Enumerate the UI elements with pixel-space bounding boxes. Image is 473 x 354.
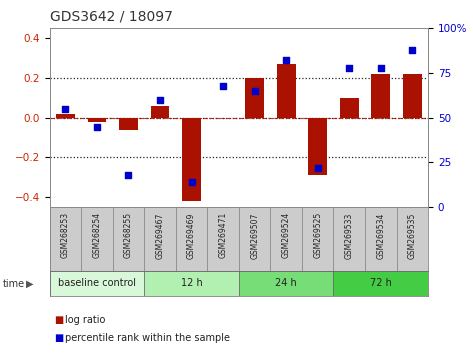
Bar <box>340 98 359 118</box>
Point <box>314 165 322 171</box>
Text: log ratio: log ratio <box>65 315 105 325</box>
Bar <box>182 118 201 201</box>
Text: time: time <box>2 279 25 289</box>
Bar <box>88 118 106 122</box>
Point <box>93 124 101 130</box>
Bar <box>56 114 75 118</box>
Text: GSM269533: GSM269533 <box>345 212 354 258</box>
Bar <box>50 271 144 296</box>
Text: ▶: ▶ <box>26 279 34 289</box>
Point <box>251 88 258 94</box>
Bar <box>371 74 390 118</box>
Point <box>409 47 416 53</box>
Text: 72 h: 72 h <box>370 278 392 288</box>
Text: GDS3642 / 18097: GDS3642 / 18097 <box>50 9 173 23</box>
Text: percentile rank within the sample: percentile rank within the sample <box>65 333 230 343</box>
Bar <box>150 106 169 118</box>
Point <box>377 65 385 70</box>
Text: GSM269471: GSM269471 <box>219 212 228 258</box>
Text: GSM269535: GSM269535 <box>408 212 417 258</box>
Text: ■: ■ <box>54 333 64 343</box>
Bar <box>144 271 239 296</box>
Point <box>219 83 227 88</box>
Bar <box>119 118 138 130</box>
Bar <box>239 271 333 296</box>
Text: ■: ■ <box>54 315 64 325</box>
Text: 12 h: 12 h <box>181 278 202 288</box>
Bar <box>333 271 428 296</box>
Text: GSM268254: GSM268254 <box>92 212 102 258</box>
Text: 24 h: 24 h <box>275 278 297 288</box>
Text: GSM268253: GSM268253 <box>61 212 70 258</box>
Text: baseline control: baseline control <box>58 278 136 288</box>
Point <box>345 65 353 70</box>
Point <box>156 97 164 103</box>
Point <box>188 179 195 185</box>
Bar <box>277 64 296 118</box>
Text: GSM269507: GSM269507 <box>250 212 259 258</box>
Point <box>61 106 69 112</box>
Text: GSM268255: GSM268255 <box>124 212 133 258</box>
Point <box>125 172 132 178</box>
Bar <box>403 74 422 118</box>
Bar <box>245 78 264 118</box>
Text: GSM269467: GSM269467 <box>156 212 165 258</box>
Text: GSM269469: GSM269469 <box>187 212 196 258</box>
Point <box>282 58 290 63</box>
Text: GSM269534: GSM269534 <box>376 212 385 258</box>
Text: GSM269525: GSM269525 <box>313 212 322 258</box>
Text: GSM269524: GSM269524 <box>281 212 291 258</box>
Bar <box>308 118 327 175</box>
